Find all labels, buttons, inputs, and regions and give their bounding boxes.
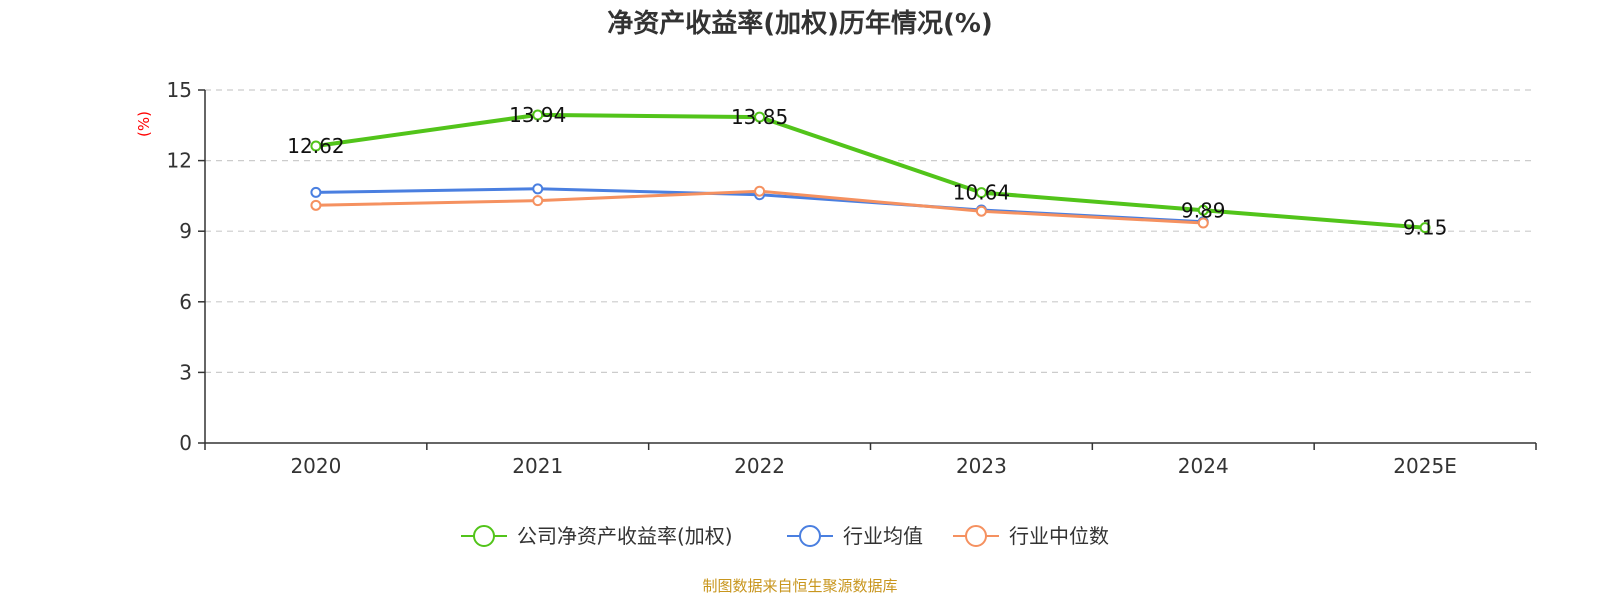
data-point [310,140,322,152]
data-point [532,195,544,207]
x-tick-label: 2020 [290,454,341,478]
data-labels: 12.62 13.94 13.85 10.64 9.89 9.15 [287,103,1447,240]
x-tick-label: 2025E [1393,454,1457,478]
legend-item[interactable]: 公司净资产收益率(加权) [461,524,733,548]
data-point [975,187,987,199]
chart-title: 净资产收益率(加权)历年情况(%) [607,8,993,39]
series-lines [313,112,1428,230]
legend: 公司净资产收益率(加权) 行业均值 行业中位数 [461,524,1109,548]
series-line [313,112,1428,230]
data-point [1197,204,1209,216]
data-point [754,111,766,123]
legend-item[interactable]: 行业均值 [787,524,923,548]
y-ticks: 0 3 6 9 12 15 [167,78,205,455]
y-tick-label: 15 [167,78,192,102]
y-tick-label: 9 [179,219,192,243]
legend-label: 公司净资产收益率(加权) [517,524,733,548]
x-tick-label: 2021 [512,454,563,478]
x-tick-label: 2022 [734,454,785,478]
data-label: 9.89 [1181,198,1226,222]
grid-lines [205,89,1536,373]
data-point [310,199,322,211]
data-label: 13.85 [731,105,788,129]
y-tick-label: 0 [179,431,192,455]
source-note: 制图数据来自恒生聚源数据库 [702,577,897,595]
y-axis-unit: (%) [135,111,153,137]
data-point [1197,217,1209,229]
data-label: 10.64 [953,181,1010,205]
x-tick-label: 2023 [956,454,1007,478]
data-point [532,109,544,121]
y-tick-label: 12 [167,149,192,173]
data-point [310,186,322,198]
data-label: 12.62 [287,134,344,158]
legend-item[interactable]: 行业中位数 [953,524,1109,548]
legend-swatch-marker [473,525,495,547]
legend-label: 行业中位数 [1009,524,1109,548]
axes [204,90,1536,444]
x-tick-label: 2024 [1178,454,1229,478]
data-point [754,185,766,197]
x-ticks: 2020 2021 2022 2023 2024 2025E [204,443,1537,478]
data-point [532,183,544,195]
data-point [1419,222,1431,234]
legend-swatch-marker [965,525,987,547]
y-tick-label: 3 [179,360,192,384]
y-tick-label: 6 [179,290,192,314]
data-label: 13.94 [509,103,566,127]
data-point [975,205,987,217]
legend-label: 行业均值 [843,524,923,548]
series-points [310,109,1431,234]
data-label: 9.15 [1403,216,1448,240]
legend-swatch-marker [799,525,821,547]
